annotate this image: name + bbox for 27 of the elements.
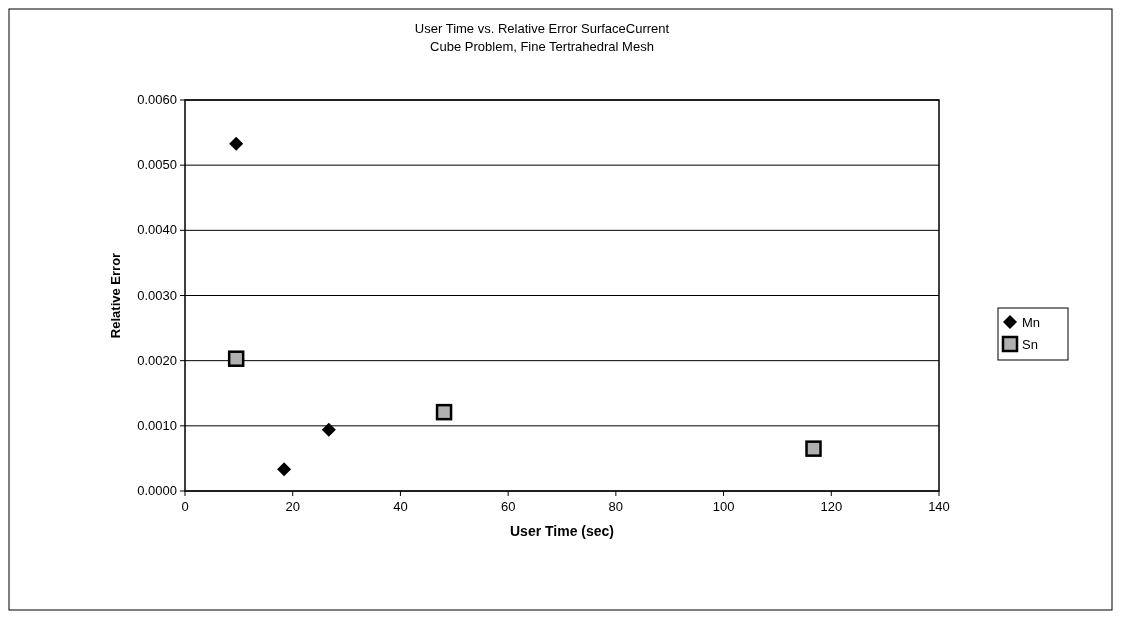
point bbox=[277, 462, 292, 477]
x-tick-label: 60 bbox=[500, 499, 516, 514]
chart-title: User Time vs. Relative Error SurfaceCurrent bbox=[414, 21, 670, 36]
legend-label: Sn bbox=[1022, 337, 1038, 352]
point bbox=[227, 350, 245, 367]
point bbox=[435, 403, 453, 421]
x-tick-label: 120 bbox=[820, 499, 843, 514]
x-tick-label: 80 bbox=[608, 499, 624, 514]
x-tick-label: 0 bbox=[181, 499, 189, 514]
legend-label: Mn bbox=[1022, 315, 1041, 330]
y-tick-label: 0.0060 bbox=[137, 92, 177, 107]
point bbox=[229, 136, 244, 151]
x-axis-title: User Time (sec) bbox=[509, 523, 615, 539]
y-tick-label: 0.0030 bbox=[137, 287, 177, 303]
point bbox=[321, 422, 336, 437]
x-tick-label: 100 bbox=[712, 499, 735, 514]
y-tick-label: 0.0040 bbox=[137, 222, 177, 238]
y-tick-label: 0.0050 bbox=[137, 157, 177, 173]
y-tick-label: 0.0010 bbox=[137, 417, 177, 433]
x-tick-label: 140 bbox=[928, 499, 950, 514]
x-tick-label: 40 bbox=[393, 499, 408, 514]
chart-subtitle: Cube Problem, Fine Tertrahedral Mesh bbox=[430, 39, 654, 54]
y-axis-title: Relative Error bbox=[108, 252, 123, 339]
y-tick-label: 0.0000 bbox=[137, 483, 177, 498]
point bbox=[805, 440, 822, 457]
x-tick-label: 20 bbox=[285, 499, 300, 514]
y-tick-label: 0.0020 bbox=[137, 352, 177, 368]
